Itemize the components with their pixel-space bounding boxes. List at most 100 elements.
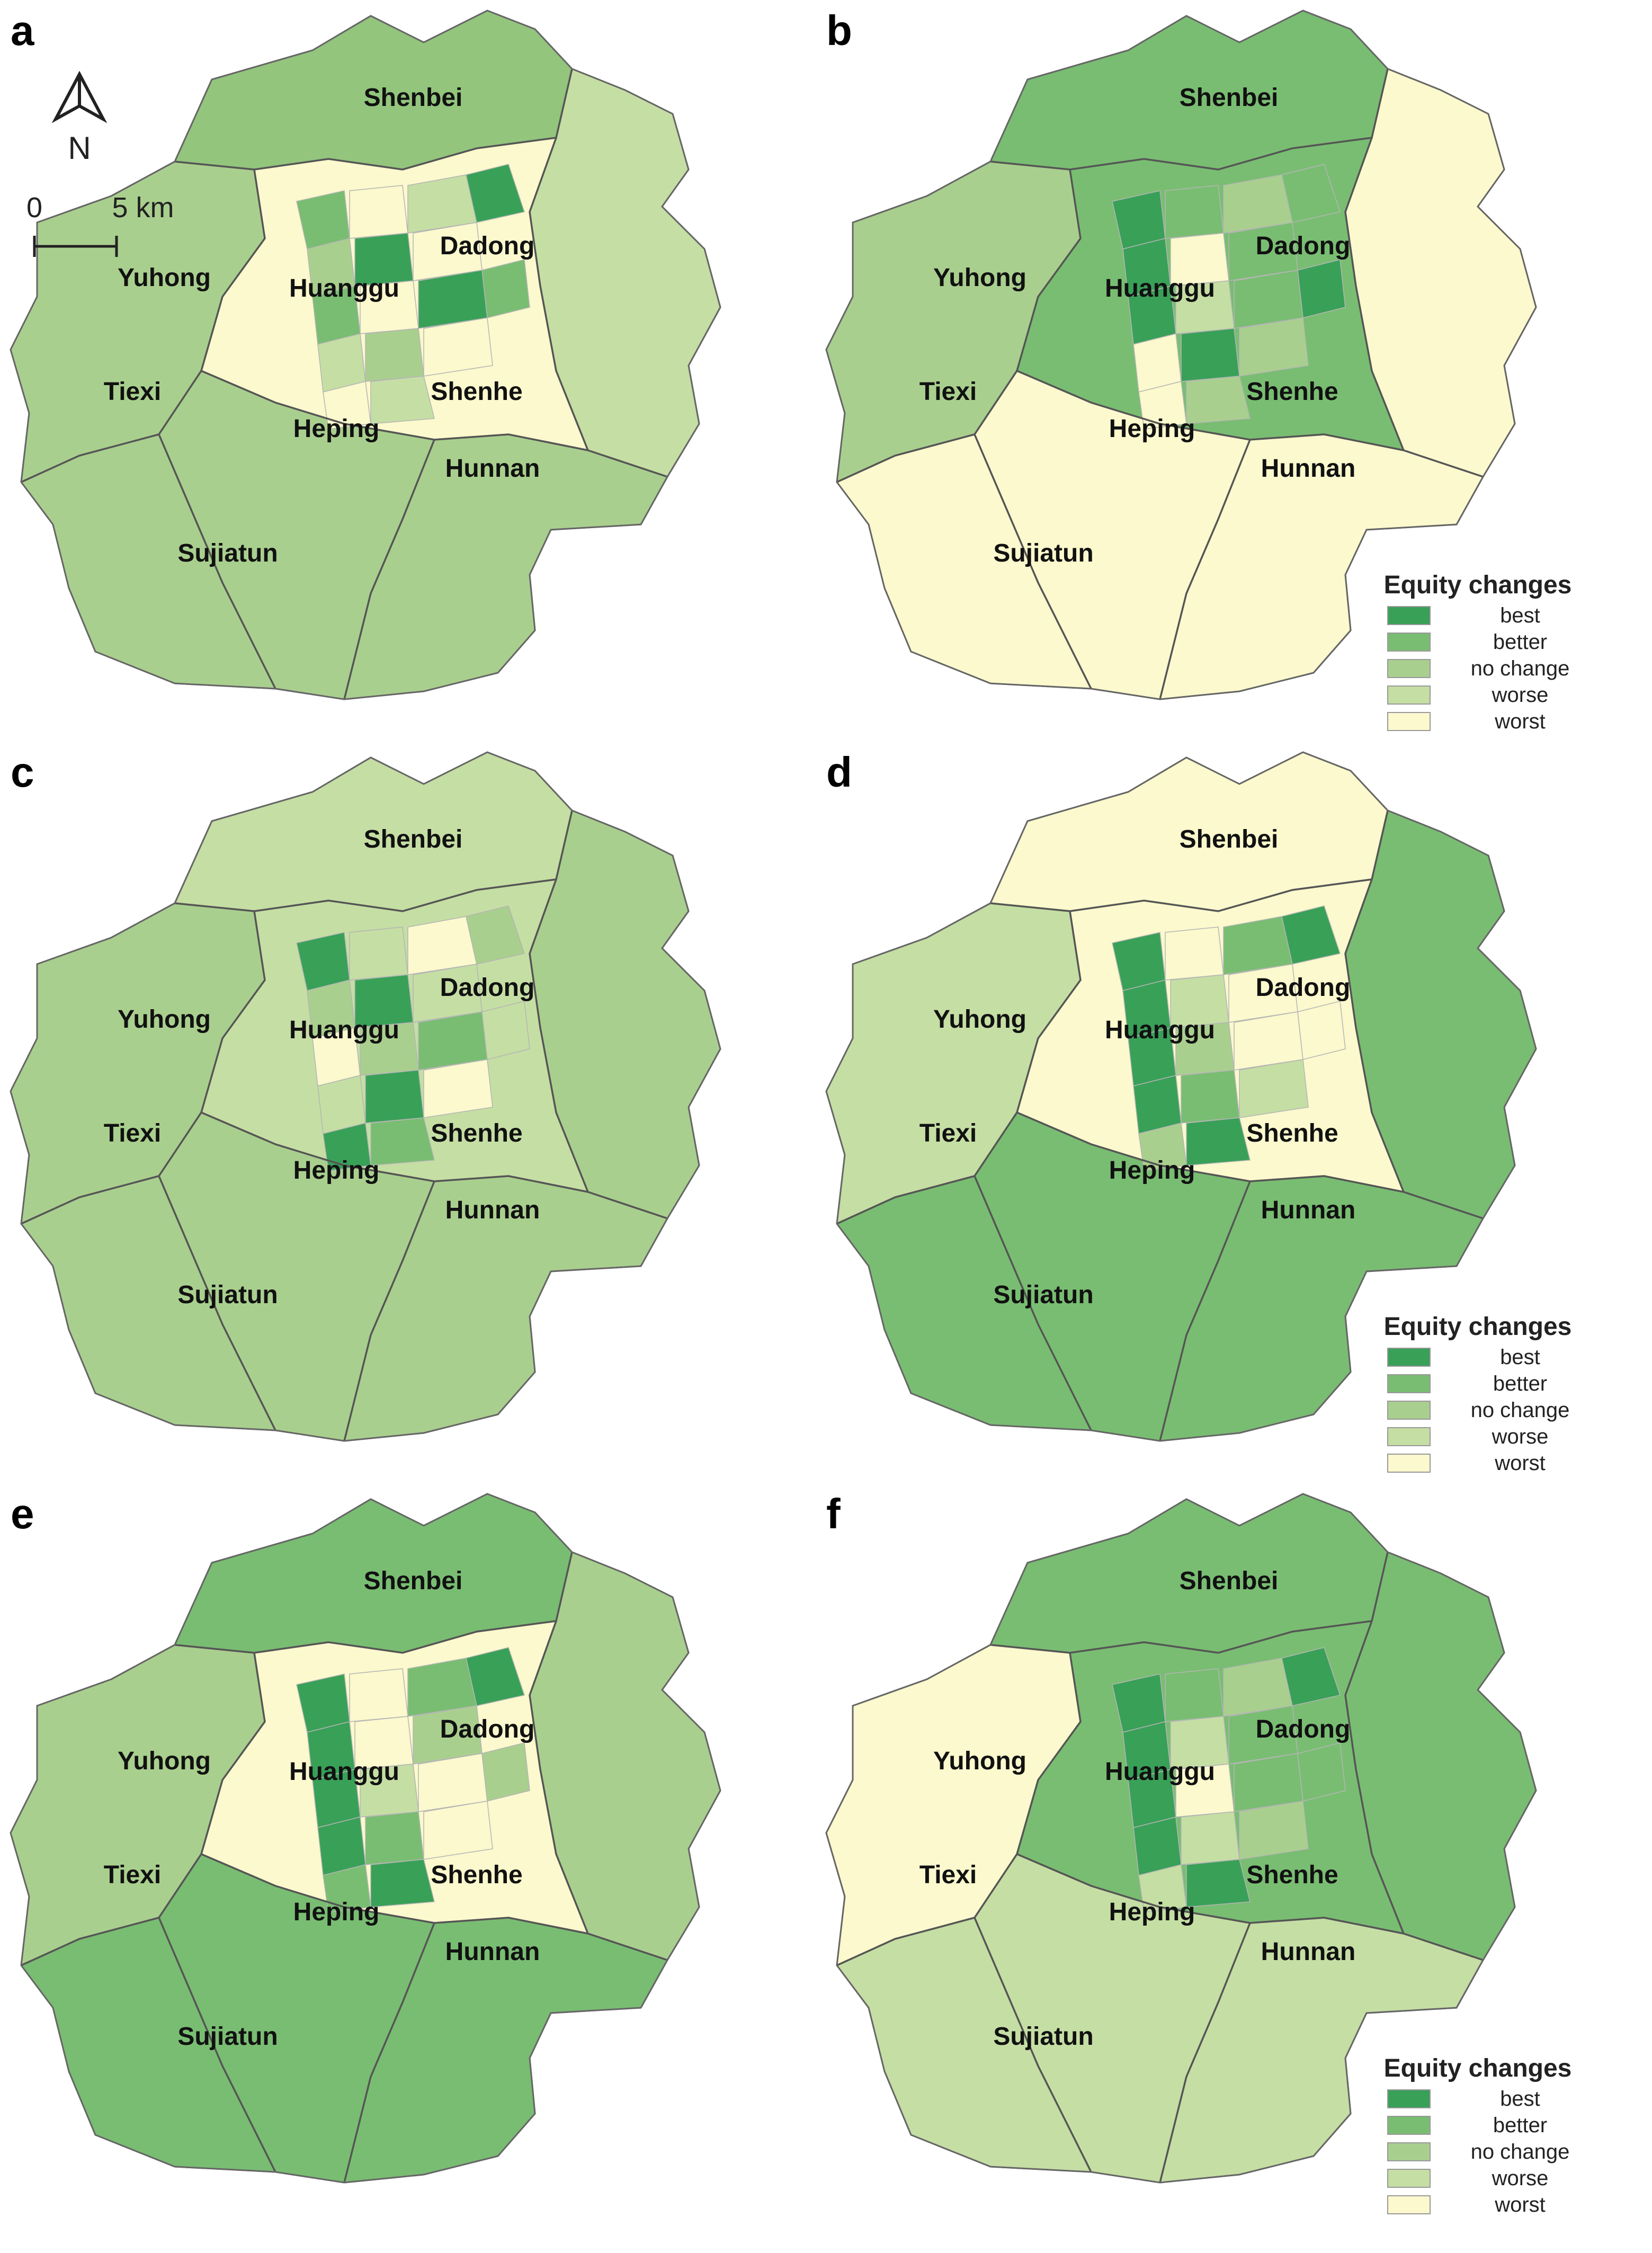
district-boundary: [974, 434, 1092, 689]
scale-start-label: 0: [26, 192, 42, 224]
district-label-dadong: Dadong: [440, 1715, 535, 1743]
district-label-dadong: Dadong: [1256, 1715, 1351, 1743]
subdistrict-cell: [349, 927, 408, 981]
panel-letter: d: [826, 749, 852, 796]
district-boundary: [529, 137, 668, 478]
district-label-shenhe: Shenhe: [1246, 1119, 1338, 1147]
district-label-tiexi: Tiexi: [104, 1861, 162, 1889]
district-label-shenhe: Shenhe: [431, 1119, 522, 1147]
district-label-yuhong: Yuhong: [118, 264, 211, 292]
legend-label-worst: worst: [1494, 1451, 1546, 1475]
panel-letter: e: [11, 1490, 34, 1537]
legend-label-no-change: no change: [1471, 1399, 1570, 1422]
district-label-hunnan: Hunnan: [445, 1196, 540, 1224]
subdistrict-cell: [1297, 259, 1346, 318]
district-label-shenbei: Shenbei: [1180, 1567, 1279, 1595]
district-label-yuhong: Yuhong: [933, 1747, 1026, 1775]
district-label-huanggu: Huanggu: [1105, 1758, 1215, 1786]
district-boundary: [158, 1176, 276, 1431]
district-boundary: [1159, 439, 1251, 700]
district-label-tiexi: Tiexi: [919, 378, 977, 406]
legend-swatch-better: [1387, 2116, 1431, 2135]
legend-swatch-worst: [1387, 2195, 1431, 2214]
subdistrict-cell: [1181, 1811, 1240, 1865]
legend-label-best: best: [1500, 2087, 1540, 2110]
legend-swatch-worse: [1387, 1427, 1431, 1446]
subdistrict-cell: [365, 1811, 424, 1865]
subdistrict-cell: [1297, 1001, 1346, 1060]
district-label-sujiatun: Sujiatun: [177, 2023, 278, 2051]
legend-label-worse: worse: [1492, 683, 1549, 707]
city-outline-stroke: [10, 1493, 721, 2184]
legend-swatch-no-change: [1387, 1401, 1431, 1420]
district-boundary: [529, 1620, 668, 1961]
legend-label-worst: worst: [1494, 710, 1546, 733]
district-label-tiexi: Tiexi: [919, 1861, 977, 1889]
district-label-hunnan: Hunnan: [445, 455, 540, 483]
subdistrict-cell: [466, 1647, 525, 1706]
legend-swatch-best: [1387, 2089, 1431, 2108]
district-label-sujiatun: Sujiatun: [177, 539, 278, 567]
subdistrict-cell: [365, 1070, 424, 1124]
panel-letter: b: [826, 7, 852, 54]
district-label-shenhe: Shenhe: [431, 1861, 522, 1889]
subdistrict-cell: [1181, 1070, 1240, 1124]
subdistrict-cell: [349, 1668, 408, 1722]
subdistrict-cell: [365, 328, 424, 382]
subdistrict-cell: [1297, 1742, 1346, 1802]
district-boundary: [1016, 1111, 1404, 1193]
legend-label-best: best: [1500, 604, 1540, 627]
district-boundary: [529, 879, 668, 1219]
legend: Equity changes best better no change worse wo…: [1384, 1313, 1572, 1475]
subdistrict-cell: [1181, 328, 1240, 382]
district-label-dadong: Dadong: [440, 232, 535, 260]
legend-swatch-worse: [1387, 685, 1431, 705]
district-label-shenbei: Shenbei: [1180, 84, 1279, 112]
subdistrict-cell: [1281, 164, 1341, 223]
district-label-heping: Heping: [1109, 415, 1195, 443]
legend-label-no-change: no change: [1471, 657, 1570, 680]
district-boundary: [343, 1181, 435, 1441]
city-outline-stroke: [825, 751, 1537, 1442]
district-boundary: [974, 1176, 1092, 1431]
subdistrict-cell: [1186, 376, 1251, 424]
district-boundary: [974, 1917, 1092, 2172]
subdistrict-cell: [1281, 1647, 1341, 1706]
subdistrict-cell: [1186, 1859, 1251, 1908]
subdistrict-cell: [1186, 1117, 1251, 1166]
district-label-yuhong: Yuhong: [118, 1005, 211, 1034]
legend-swatch-no-change: [1387, 659, 1431, 678]
map-panel-a: Shenbei Dadong Yuhong Huanggu Tiexi Shenhe Hep…: [10, 7, 721, 700]
legend-label-worst: worst: [1494, 2193, 1546, 2216]
legend-swatch-better: [1387, 1374, 1431, 1393]
legend-title: Equity changes: [1384, 1313, 1572, 1341]
district-label-shenhe: Shenhe: [1246, 1861, 1338, 1889]
legend-swatch-worse: [1387, 2169, 1431, 2188]
district-boundary: [343, 439, 435, 700]
subdistrict-cell: [1239, 1059, 1309, 1118]
legend-swatch-worst: [1387, 1454, 1431, 1473]
legend-swatch-best: [1387, 1348, 1431, 1367]
subdistrict-cell: [481, 1742, 530, 1802]
district-boundary: [201, 1853, 588, 1935]
district-label-shenbei: Shenbei: [364, 825, 463, 853]
city-outline-stroke: [825, 10, 1537, 700]
district-label-tiexi: Tiexi: [919, 1119, 977, 1147]
subdistrict-cell: [370, 1859, 435, 1908]
district-boundary: [1344, 1620, 1484, 1961]
subdistrict-cell: [481, 1001, 530, 1060]
legend-label-no-change: no change: [1471, 2140, 1570, 2163]
district-label-tiexi: Tiexi: [104, 378, 162, 406]
district-label-huanggu: Huanggu: [1105, 274, 1215, 302]
district-label-heping: Heping: [293, 1156, 380, 1185]
scale-bar: [33, 236, 118, 257]
district-boundary: [201, 370, 588, 451]
district-label-shenhe: Shenhe: [1246, 378, 1338, 406]
district-boundary: [158, 434, 276, 689]
district-boundary: [1344, 137, 1484, 478]
panel-letter: f: [826, 1490, 841, 1537]
district-label-hunnan: Hunnan: [1261, 1938, 1356, 1966]
district-label-huanggu: Huanggu: [289, 1758, 399, 1786]
city-outline-stroke: [10, 751, 721, 1442]
